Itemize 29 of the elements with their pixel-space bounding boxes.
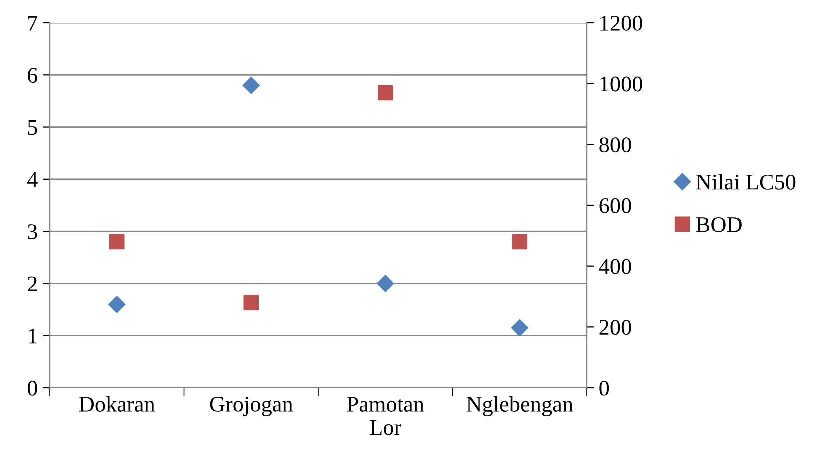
- legend-label: BOD: [696, 217, 742, 232]
- point: [511, 319, 529, 337]
- y2-tick-label: 0: [600, 380, 610, 396]
- point: [378, 85, 394, 101]
- point: [244, 295, 260, 310]
- y2-tick-label: 1000: [600, 76, 642, 92]
- point: [376, 274, 394, 293]
- y-tick-label: 5: [28, 120, 38, 136]
- point: [108, 296, 126, 314]
- y2-tick-label: 400: [599, 259, 632, 274]
- y-tick-label: 3: [28, 224, 38, 240]
- y-tick-label: 4: [28, 172, 38, 188]
- x-tick-label: Dokaran: [80, 396, 156, 412]
- point: [512, 234, 528, 250]
- y-tick-label: 0: [28, 380, 38, 396]
- y2-tick-label: 800: [600, 138, 632, 153]
- y-tick-label: 2: [28, 276, 37, 292]
- point: [242, 76, 260, 94]
- y2-tick-label: 1200: [600, 16, 642, 31]
- legend-label: Nilai LC50: [696, 174, 796, 190]
- x-tick-label: Grojogan: [210, 396, 294, 416]
- y-tick-label: 7: [28, 16, 38, 31]
- y-tick-label: 6: [28, 68, 38, 84]
- y-tick-label: 1: [29, 328, 37, 344]
- point: [109, 234, 125, 250]
- y2-tick-label: 600: [600, 198, 632, 214]
- x-tick-label: Pamotan Lor: [347, 397, 424, 436]
- x-tick-label: Nglebengan: [466, 396, 574, 417]
- y2-tick-label: 200: [600, 320, 632, 336]
